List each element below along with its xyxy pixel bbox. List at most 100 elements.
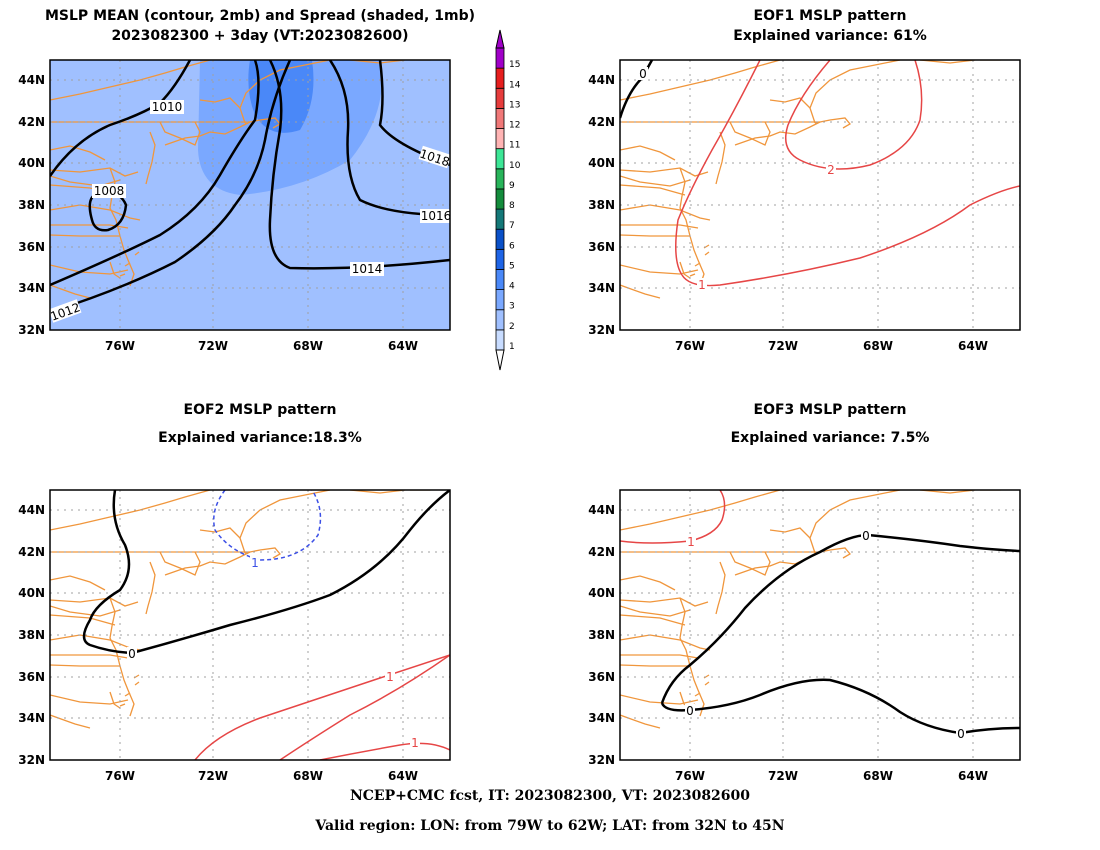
panel4-lat-label: 38N [588, 628, 615, 642]
colorbar-label-5: 5 [509, 261, 515, 271]
colorbar-top-arrow [495, 29, 505, 49]
panel2-contour-labels: 0 2 1 [638, 67, 836, 292]
eof2-label-1b: 1 [411, 736, 419, 750]
panel2-lat-label: 40N [588, 156, 615, 170]
colorbar-box-15 [495, 47, 505, 69]
contour-label-1014: 1014 [352, 262, 383, 276]
panel1-lat-label: 38N [18, 198, 45, 212]
panel2-lat-label: 42N [588, 115, 615, 129]
eof2-label-neg1: 1 [251, 556, 259, 570]
panel1-mslp-contours [50, 60, 450, 314]
panel4-title-line2: Explained variance: 7.5% [730, 430, 930, 446]
panel3-frame [49, 489, 451, 761]
colorbar-box-1 [495, 329, 505, 351]
panel1-title: MSLP MEAN (contour, 2mb) and Spread (sha… [0, 8, 520, 44]
panel3-lon-label: 68W [293, 769, 323, 783]
panel1-lat-label: 32N [18, 323, 45, 337]
colorbar-label-4: 4 [509, 282, 515, 292]
panel1-contour-labels: 1010 1008 1018 1016 1014 1012 [48, 100, 452, 324]
panel1-lat-label: 34N [18, 281, 45, 295]
colorbar-label-6: 6 [509, 241, 515, 251]
eof3-label-0a: 0 [862, 529, 870, 543]
panel1-title-line1: MSLP MEAN (contour, 2mb) and Spread (sha… [45, 8, 475, 24]
eof3-label-0c: 0 [957, 727, 965, 741]
footer-line1: NCEP+CMC fcst, IT: 2023082300, VT: 20230… [349, 788, 751, 804]
panel3-lon-label: 72W [198, 769, 228, 783]
panel2-lat-label: 34N [588, 281, 615, 295]
contour-label-1008: 1008 [94, 184, 125, 198]
colorbar-label-2: 2 [509, 322, 515, 332]
colorbar-label-11: 11 [509, 141, 520, 151]
colorbar-box-11 [495, 128, 505, 150]
panel1-lat-label: 40N [18, 156, 45, 170]
panel4-gridlines [620, 490, 1020, 760]
panel1-lat-label: 44N [18, 73, 45, 87]
colorbar-label-1: 1 [509, 342, 515, 352]
eof2-label-0: 0 [128, 647, 136, 661]
colorbar-box-7 [495, 208, 505, 230]
colorbar-box-4 [495, 269, 505, 291]
panel3-contour-labels: 1 0 1 1 [127, 556, 420, 750]
panel1-lon-label: 68W [293, 339, 323, 353]
panel3-lat-label: 36N [18, 670, 45, 684]
panel3-gridlines [50, 490, 450, 760]
panel2-lat-label: 36N [588, 240, 615, 254]
panel3-map: 1 0 1 1 [49, 489, 451, 761]
panel3-lat-label: 38N [18, 628, 45, 642]
panel1-lat-label: 42N [18, 115, 45, 129]
panel2-frame [619, 59, 1021, 331]
panel4-lat-label: 36N [588, 670, 615, 684]
colorbar-label-3: 3 [509, 302, 515, 312]
panel2-lon-label: 72W [768, 339, 798, 353]
panel4-title: EOF3 MSLP pattern Explained variance: 7.… [620, 402, 1040, 446]
panel4-lat-label: 44N [588, 503, 615, 517]
colorbar-box-3 [495, 289, 505, 311]
panel4-frame [619, 489, 1021, 761]
panel4-title-line1: EOF3 MSLP pattern [753, 402, 907, 418]
colorbar-label-14: 14 [509, 80, 521, 90]
colorbar-box-12 [495, 108, 505, 129]
panel3-title-line2: Explained variance:18.3% [158, 430, 362, 446]
colorbar-box-2 [495, 309, 505, 331]
panel2-title: EOF1 MSLP pattern Explained variance: 61… [620, 8, 1040, 44]
contour-label-1016: 1016 [421, 209, 452, 223]
panel2-lon-label: 64W [958, 339, 988, 353]
panel2-lat-label: 32N [588, 323, 615, 337]
panel1-lon-label: 64W [388, 339, 418, 353]
panel3-lat-label: 40N [18, 586, 45, 600]
panel4-contour-labels: 1 0 0 0 [685, 529, 966, 741]
panel3-lon-label: 76W [105, 769, 135, 783]
panel3-title-line1: EOF2 MSLP pattern [183, 402, 337, 418]
panel3-lat-label: 34N [18, 711, 45, 725]
colorbar-box-6 [495, 228, 505, 250]
panel1-map: 1010 1008 1018 1016 1014 1012 [48, 59, 452, 331]
eof1-label-1: 1 [698, 278, 706, 292]
panel3-title: EOF2 MSLP pattern Explained variance:18.… [40, 402, 480, 446]
panel1-frame [49, 59, 451, 331]
colorbar-box-14 [495, 67, 505, 89]
panel2-gridlines [620, 60, 1020, 330]
panel2-lat-label: 38N [588, 198, 615, 212]
colorbar-label-7: 7 [509, 221, 515, 231]
eof1-label-0: 0 [639, 67, 647, 81]
panel4-lat-label: 42N [588, 545, 615, 559]
panel3-lat-label: 44N [18, 503, 45, 517]
colorbar-bottom-arrow [495, 349, 505, 371]
colorbar-label-13: 13 [509, 100, 520, 110]
contour-label-1010: 1010 [152, 100, 183, 114]
panel4-lon-label: 68W [863, 769, 893, 783]
panel4-lat-label: 32N [588, 753, 615, 767]
panel4-lon-label: 72W [768, 769, 798, 783]
eof2-label-1a: 1 [386, 670, 394, 684]
panel2-lon-label: 68W [863, 339, 893, 353]
panel3-lat-label: 32N [18, 753, 45, 767]
eof3-label-0b: 0 [686, 704, 694, 718]
panel4-map: 1 0 0 0 [619, 489, 1021, 761]
panel2-lat-label: 44N [588, 73, 615, 87]
colorbar-label-12: 12 [509, 121, 520, 131]
eof1-label-2: 2 [827, 163, 835, 177]
colorbar-box-10 [495, 148, 505, 170]
panel2-title-line2: Explained variance: 61% [733, 28, 927, 44]
